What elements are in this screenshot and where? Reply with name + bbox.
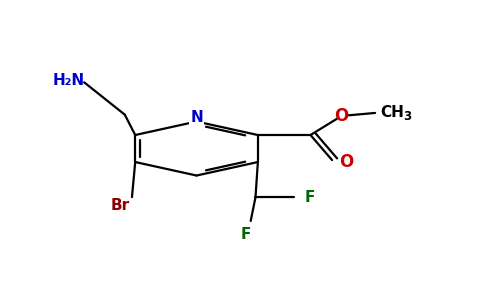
Text: 3: 3 xyxy=(403,110,411,123)
Text: O: O xyxy=(339,152,353,170)
Text: Br: Br xyxy=(110,198,130,213)
Text: N: N xyxy=(190,110,203,124)
Text: F: F xyxy=(305,190,315,205)
Text: CH: CH xyxy=(380,105,404,120)
Text: F: F xyxy=(241,227,251,242)
Text: H₂N: H₂N xyxy=(53,73,85,88)
Text: O: O xyxy=(334,107,349,125)
